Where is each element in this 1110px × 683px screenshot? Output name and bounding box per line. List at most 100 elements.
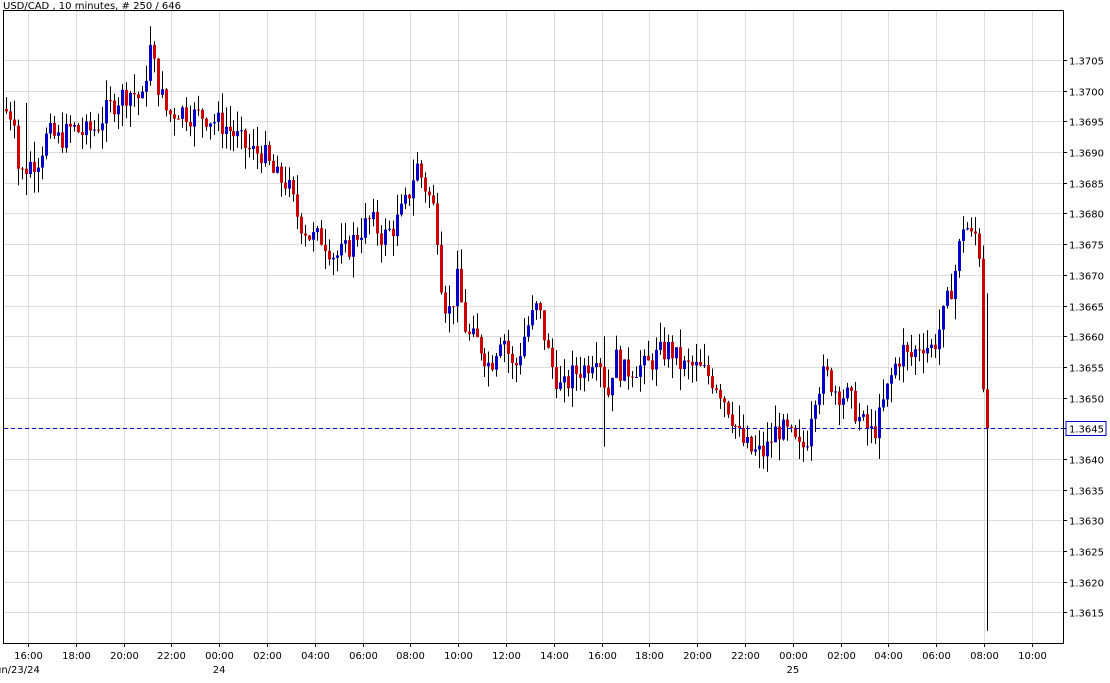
x-tick-label: 12:00 bbox=[492, 651, 521, 662]
candle-body-up bbox=[571, 365, 574, 389]
x-tick-label: 22:00 bbox=[731, 651, 760, 662]
candle-body-down bbox=[260, 153, 263, 164]
candle-body-up bbox=[360, 237, 363, 240]
candle-body-up bbox=[372, 211, 375, 220]
y-tick-label: 1.3630 bbox=[1069, 517, 1104, 528]
candle-body-down bbox=[742, 428, 745, 443]
candle-body-down bbox=[727, 402, 730, 415]
candle-body-down bbox=[778, 426, 781, 440]
candle-body-down bbox=[731, 414, 734, 426]
candle-body-down bbox=[432, 195, 435, 204]
candle-body-down bbox=[850, 387, 853, 391]
candle-body-down bbox=[153, 44, 156, 59]
candle-body-down bbox=[201, 109, 204, 119]
y-tick-label: 1.3695 bbox=[1069, 118, 1104, 129]
candle-body-down bbox=[221, 112, 224, 135]
candle-body-down bbox=[197, 109, 200, 111]
candle-body-down bbox=[21, 168, 24, 170]
candle-body-down bbox=[248, 147, 251, 150]
candle-body-up bbox=[754, 449, 757, 452]
candle-body-up bbox=[635, 376, 638, 378]
candle-body-down bbox=[790, 426, 793, 428]
y-tick-label: 1.3660 bbox=[1069, 333, 1104, 344]
candle-body-down bbox=[575, 365, 578, 374]
candle-body-up bbox=[639, 365, 642, 377]
candle-body-up bbox=[41, 155, 44, 168]
candle-body-down bbox=[599, 363, 602, 367]
candle-body-up bbox=[858, 416, 861, 422]
candle-body-down bbox=[392, 228, 395, 237]
candle-body-up bbox=[519, 356, 522, 366]
candle-body-down bbox=[838, 391, 841, 405]
candle-body-up bbox=[810, 418, 813, 447]
candle-body-up bbox=[503, 340, 506, 345]
candle-body-down bbox=[483, 353, 486, 367]
candle-body-up bbox=[384, 229, 387, 245]
candle-body-down bbox=[428, 191, 431, 196]
candle-body-down bbox=[137, 94, 140, 99]
candle-body-up bbox=[890, 375, 893, 384]
candle-body-down bbox=[17, 125, 20, 169]
candle-body-down bbox=[408, 194, 411, 199]
candle-body-down bbox=[436, 203, 439, 245]
candle-body-down bbox=[547, 340, 550, 348]
candle-body-up bbox=[73, 125, 76, 127]
candle-body-down bbox=[491, 362, 494, 370]
candle-body-up bbox=[240, 130, 243, 132]
candle-body-down bbox=[982, 258, 985, 390]
candle-body-down bbox=[579, 373, 582, 378]
candle-body-down bbox=[368, 218, 371, 220]
candle-body-up bbox=[746, 436, 749, 443]
candle-body-down bbox=[511, 353, 514, 364]
candle-body-down bbox=[268, 144, 271, 161]
candle-body-down bbox=[320, 228, 323, 245]
y-tick-label: 1.3685 bbox=[1069, 180, 1104, 191]
x-tick-label: 14:00 bbox=[540, 651, 569, 662]
candle-body-down bbox=[707, 365, 710, 377]
candle-body-down bbox=[460, 268, 463, 303]
candle-body-up bbox=[121, 89, 124, 106]
candle-body-down bbox=[113, 100, 116, 115]
candle-body-down bbox=[97, 129, 100, 131]
y-tick-label: 1.3655 bbox=[1069, 364, 1104, 375]
candle-body-up bbox=[886, 383, 889, 400]
candle-body-down bbox=[109, 100, 112, 102]
candle-body-down bbox=[189, 122, 192, 127]
candle-body-down bbox=[651, 360, 654, 370]
candle-body-down bbox=[157, 58, 160, 95]
candle-body-up bbox=[766, 441, 769, 457]
candle-body-down bbox=[5, 109, 8, 112]
candle-body-up bbox=[527, 325, 530, 337]
candle-body-down bbox=[603, 366, 606, 388]
candle-body-down bbox=[25, 168, 28, 174]
candle-body-up bbox=[49, 123, 52, 134]
candle-body-down bbox=[177, 118, 180, 120]
candle-body-up bbox=[591, 367, 594, 374]
candle-body-down bbox=[551, 347, 554, 367]
candle-body-up bbox=[105, 100, 108, 124]
candle-body-down bbox=[922, 349, 925, 354]
y-tick-label: 1.3670 bbox=[1069, 272, 1104, 283]
grid-lines bbox=[4, 11, 1063, 643]
candle-body-down bbox=[934, 344, 937, 350]
candle-body-up bbox=[316, 228, 319, 233]
candle-body-up bbox=[870, 426, 873, 429]
candle-body-up bbox=[57, 132, 60, 136]
candle-body-up bbox=[822, 366, 825, 394]
candle-body-up bbox=[101, 123, 104, 131]
candle-body-up bbox=[117, 105, 120, 115]
y-tick-label: 1.3700 bbox=[1069, 88, 1104, 99]
date-label: 24 bbox=[213, 665, 226, 676]
candle-body-up bbox=[703, 365, 706, 367]
y-tick-label: 1.3665 bbox=[1069, 303, 1104, 314]
candle-body-up bbox=[495, 355, 498, 370]
candle-body-up bbox=[161, 89, 164, 95]
candle-body-up bbox=[623, 359, 626, 381]
x-tick-label: 08:00 bbox=[970, 651, 999, 662]
candle-body-down bbox=[734, 425, 737, 427]
candle-body-up bbox=[352, 234, 355, 257]
candle-body-down bbox=[723, 398, 726, 403]
candle-body-down bbox=[906, 344, 909, 352]
x-tick-label: 16:00 bbox=[588, 651, 617, 662]
candle-body-down bbox=[173, 114, 176, 119]
